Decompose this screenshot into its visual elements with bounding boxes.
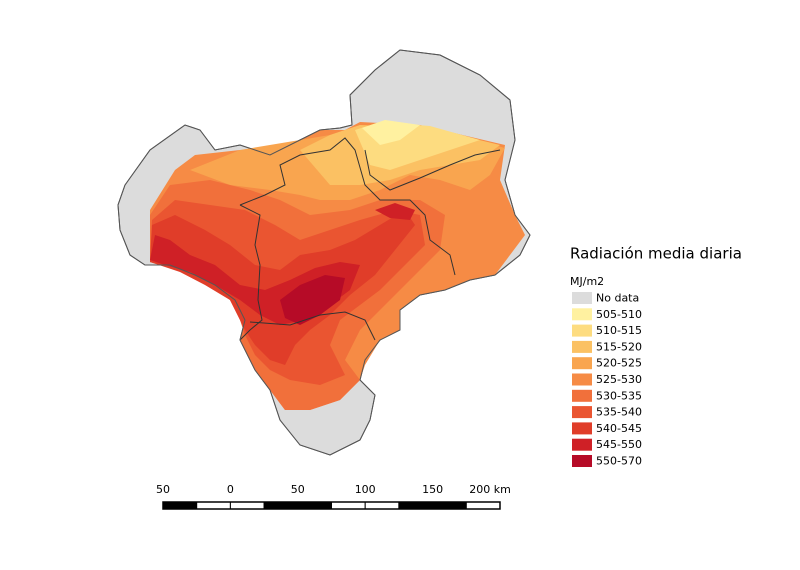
legend-swatch xyxy=(572,389,592,402)
legend-swatch xyxy=(572,308,592,321)
legend: No data 505-510 510-515 515-520 520-525 525-5… xyxy=(572,292,642,468)
scale-label: 150 xyxy=(422,483,443,496)
legend-swatch xyxy=(572,357,592,370)
legend-title: Radiación media diaria xyxy=(570,245,742,263)
scale-segment xyxy=(398,501,434,510)
scale-bar: 50 0 50 100 150 200 km xyxy=(156,483,511,510)
zone-545-east xyxy=(375,203,415,220)
legend-label: 530-535 xyxy=(596,389,642,402)
legend-label: 545-550 xyxy=(596,438,642,451)
legend-swatch xyxy=(572,455,592,467)
scale-segment xyxy=(263,501,299,510)
boundary xyxy=(239,137,456,276)
legend-label: 505-510 xyxy=(596,308,642,321)
boundary xyxy=(249,311,376,341)
scale-segment xyxy=(364,501,400,510)
map xyxy=(117,49,531,456)
legend-swatch xyxy=(572,422,592,435)
legend-label: 535-540 xyxy=(596,406,642,419)
scale-segment xyxy=(297,501,332,510)
legend-swatch xyxy=(572,406,592,419)
scale-frame xyxy=(162,501,501,510)
legend-unit: MJ/m2 xyxy=(570,275,604,288)
legend-label: 540-545 xyxy=(596,422,642,435)
legend-label: 515-520 xyxy=(596,340,642,353)
scale-segment xyxy=(432,501,467,510)
boundary xyxy=(364,149,501,191)
scale-segment xyxy=(162,501,198,510)
zone-550 xyxy=(280,275,345,325)
scale-label: 200 km xyxy=(469,483,511,496)
scale-segment xyxy=(465,501,501,510)
legend-label: 550-570 xyxy=(596,455,642,468)
legend-swatch xyxy=(572,324,592,337)
scale-label: 0 xyxy=(227,483,234,496)
scale-label: 100 xyxy=(355,483,376,496)
scale-label: 50 xyxy=(156,483,170,496)
legend-label: 510-515 xyxy=(596,324,642,337)
legend-label: 525-530 xyxy=(596,373,642,386)
legend-swatch xyxy=(572,438,592,451)
scale-label: 50 xyxy=(291,483,305,496)
legend-swatch xyxy=(572,373,592,386)
region-outline xyxy=(117,49,531,456)
boundaries xyxy=(239,137,501,341)
legend-swatch xyxy=(572,340,592,353)
zone-505 xyxy=(362,120,420,145)
boundary xyxy=(239,204,263,341)
scale-segment xyxy=(229,501,265,510)
legend-swatch xyxy=(572,292,592,304)
legend-label: 520-525 xyxy=(596,357,642,370)
scale-segment xyxy=(196,501,231,510)
scale-segment xyxy=(331,501,366,510)
legend-label: No data xyxy=(596,292,639,305)
